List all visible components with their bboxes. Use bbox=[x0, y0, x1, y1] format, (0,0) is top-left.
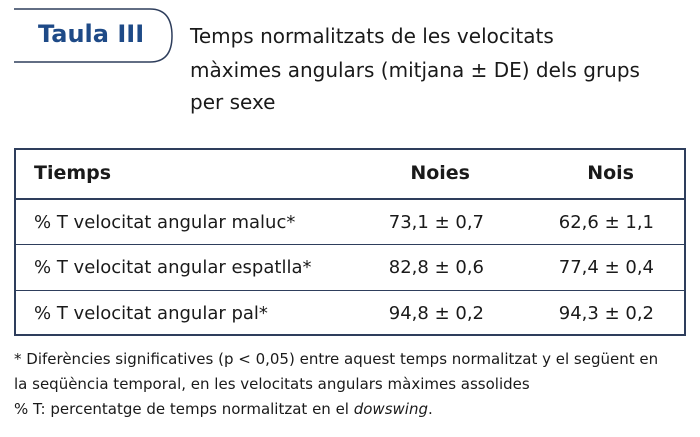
title-line: màximes angulars (mitjana ± DE) dels gru… bbox=[190, 58, 640, 82]
cell: % T velocitat angular pal* bbox=[34, 303, 268, 324]
table-row: % T velocitat angular espatlla* 82,8 ± 0… bbox=[16, 244, 684, 291]
title-line: Temps normalitzats de les velocitats bbox=[190, 24, 554, 48]
column-header: Tiemps bbox=[34, 162, 112, 184]
title-line: per sexe bbox=[190, 90, 276, 114]
footnote-text: % T: percentatge de temps normalitzat en… bbox=[14, 400, 354, 418]
cell: % T velocitat angular espatlla* bbox=[34, 257, 312, 278]
cell: 94,3 ± 0,2 bbox=[558, 303, 654, 324]
column-header: Noies bbox=[410, 162, 470, 184]
cell: % T velocitat angular maluc* bbox=[34, 212, 296, 233]
column-header: Nois bbox=[587, 162, 634, 184]
cell: 62,6 ± 1,1 bbox=[558, 212, 654, 233]
table-row: % T velocitat angular maluc* 73,1 ± 0,7 … bbox=[16, 198, 684, 246]
footnote-line: la seqüència temporal, en les velocitats… bbox=[14, 375, 530, 393]
table-row: % T velocitat angular pal* 94,8 ± 0,2 94… bbox=[16, 290, 684, 337]
cell: 73,1 ± 0,7 bbox=[388, 212, 484, 233]
footnote-line: * Diferències significatives (p < 0,05) … bbox=[14, 350, 659, 368]
cell: 82,8 ± 0,6 bbox=[388, 257, 484, 278]
table-label: Taula III bbox=[38, 20, 145, 48]
footnote-italic: dowswing bbox=[353, 400, 428, 418]
footnote-text: . bbox=[427, 400, 433, 418]
cell: 77,4 ± 0,4 bbox=[558, 257, 654, 278]
footnote-line: % T: percentatge de temps normalitzat en… bbox=[14, 400, 433, 418]
table: Tiemps Noies Nois % T velocitat angular … bbox=[14, 148, 686, 336]
header-row: Tiemps Noies Nois bbox=[16, 150, 684, 198]
cell: 94,8 ± 0,2 bbox=[388, 303, 484, 324]
label-frame bbox=[14, 8, 173, 63]
